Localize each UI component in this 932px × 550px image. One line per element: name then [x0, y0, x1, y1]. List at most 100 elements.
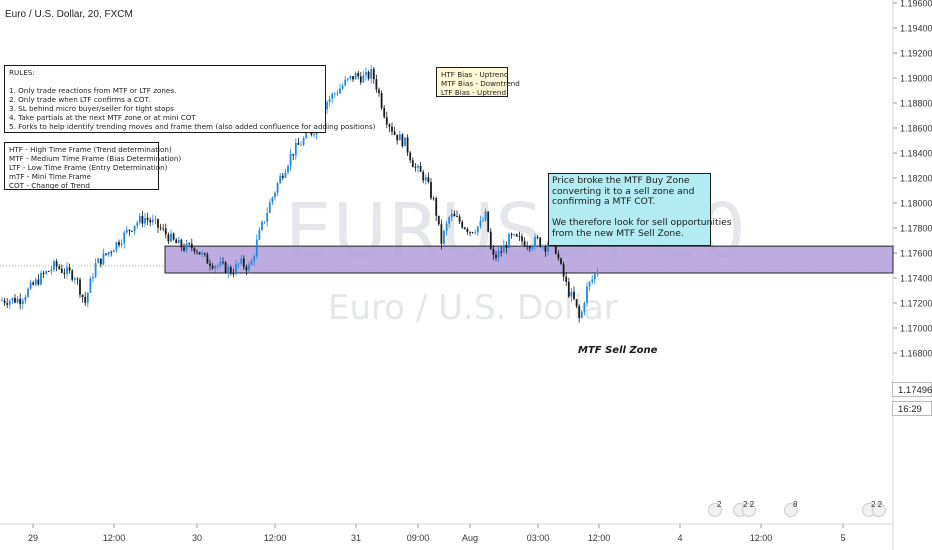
- candle-body: [266, 212, 269, 222]
- candle-body: [149, 220, 152, 223]
- event-flag-icon[interactable]: [742, 503, 756, 517]
- candle-body: [560, 258, 562, 264]
- candle-body: [3, 300, 6, 304]
- candle-body: [497, 251, 500, 258]
- candle-body: [284, 172, 287, 178]
- candle-body: [567, 281, 570, 297]
- candle-body: [81, 294, 84, 298]
- candle-body: [305, 131, 308, 139]
- candle-body: [102, 253, 105, 265]
- candle-body: [479, 221, 482, 227]
- candle-body: [336, 93, 339, 95]
- event-flag-icon[interactable]: [708, 503, 722, 517]
- candle-body: [242, 258, 245, 267]
- candle-body: [131, 230, 133, 232]
- candle-body: [151, 219, 154, 223]
- candle-body: [24, 297, 27, 301]
- event-count: 2 2: [743, 500, 755, 509]
- candle-body: [346, 78, 349, 80]
- candle-body: [219, 261, 222, 266]
- candle-body: [42, 272, 45, 274]
- candle-body: [385, 117, 388, 125]
- candle-body: [375, 79, 378, 90]
- sell-zone-label: MTF Sell Zone: [578, 345, 658, 356]
- candle-body: [144, 218, 146, 224]
- candle-body: [255, 239, 258, 257]
- candle-body: [513, 234, 516, 236]
- x-tick-label: Aug: [462, 533, 478, 543]
- candle-body: [450, 213, 453, 218]
- callout-note[interactable]: Price broke the MTF Buy Zone converting …: [548, 173, 732, 246]
- candle-body: [183, 247, 185, 251]
- y-tick-label: 1.17600: [900, 249, 932, 259]
- candle-body: [268, 202, 271, 213]
- candle-body: [222, 261, 224, 263]
- candle-body: [463, 227, 466, 229]
- candle-body: [203, 253, 206, 255]
- callout-note-text: Price broke the MTF Buy Zone converting …: [552, 175, 732, 239]
- event-flag-icon[interactable]: [784, 503, 798, 517]
- candle-body: [136, 222, 139, 226]
- candle-body: [593, 274, 596, 280]
- candle-body: [32, 282, 35, 285]
- timeframe-legend-note[interactable]: HTF - High Time Frame (Trend determinati…: [4, 142, 181, 190]
- candle-body: [557, 253, 560, 259]
- candle-body: [224, 262, 227, 273]
- candle-body: [154, 219, 157, 220]
- candle-body: [352, 76, 354, 80]
- candle-body: [430, 182, 432, 199]
- candle-body: [448, 217, 451, 224]
- candle-body: [141, 216, 144, 224]
- rules-note[interactable]: RULES: 1. Only trade reactions from MTF …: [4, 65, 376, 133]
- candle-body: [170, 233, 172, 242]
- candle-body: [328, 98, 331, 102]
- event-count: 8: [793, 500, 798, 509]
- candle-body: [393, 131, 396, 135]
- candle-body: [185, 243, 188, 251]
- candle-body: [164, 228, 167, 235]
- candle-body: [541, 245, 544, 247]
- y-tick-label: 1.17000: [900, 324, 932, 334]
- candle-body: [422, 171, 425, 181]
- candle-body: [310, 132, 313, 135]
- candle-body: [274, 192, 276, 198]
- candle-body: [94, 263, 97, 277]
- candle-body: [193, 248, 196, 252]
- candle-body: [227, 267, 230, 273]
- candle-body: [120, 243, 123, 246]
- candle-body: [240, 258, 243, 264]
- candle-body: [396, 134, 399, 141]
- candle-body: [341, 85, 344, 89]
- candle-body: [289, 153, 292, 166]
- candle-body: [229, 267, 232, 274]
- candle-body: [125, 229, 128, 233]
- candle-body: [71, 270, 74, 280]
- x-tick-label: 09:00: [407, 533, 430, 543]
- candle-body: [86, 292, 89, 303]
- candle-body: [292, 153, 295, 156]
- candle-body: [344, 79, 347, 86]
- candle-body: [99, 258, 102, 265]
- bias-note[interactable]: HTF Bias - Uptrend MTF Bias - Downtrend …: [436, 67, 520, 97]
- candle-body: [300, 144, 302, 146]
- y-tick-label: 1.17200: [900, 299, 932, 309]
- x-tick-label: 4: [677, 533, 682, 543]
- candle-body: [58, 266, 61, 269]
- candle-body: [27, 288, 29, 298]
- candle-body: [500, 251, 503, 253]
- x-tick-label: 12:00: [750, 533, 773, 543]
- candle-body: [6, 303, 9, 305]
- candle-body: [279, 175, 282, 184]
- candle-body: [526, 246, 529, 248]
- candle-body: [365, 72, 367, 76]
- candle-body: [536, 236, 539, 238]
- candle-body: [575, 299, 578, 307]
- candle-body: [92, 276, 94, 279]
- candle-body: [79, 279, 81, 295]
- candle-body: [110, 252, 113, 253]
- x-tick-label: 12:00: [264, 533, 287, 543]
- event-flag-icon[interactable]: [872, 503, 886, 517]
- candle-body: [580, 311, 583, 318]
